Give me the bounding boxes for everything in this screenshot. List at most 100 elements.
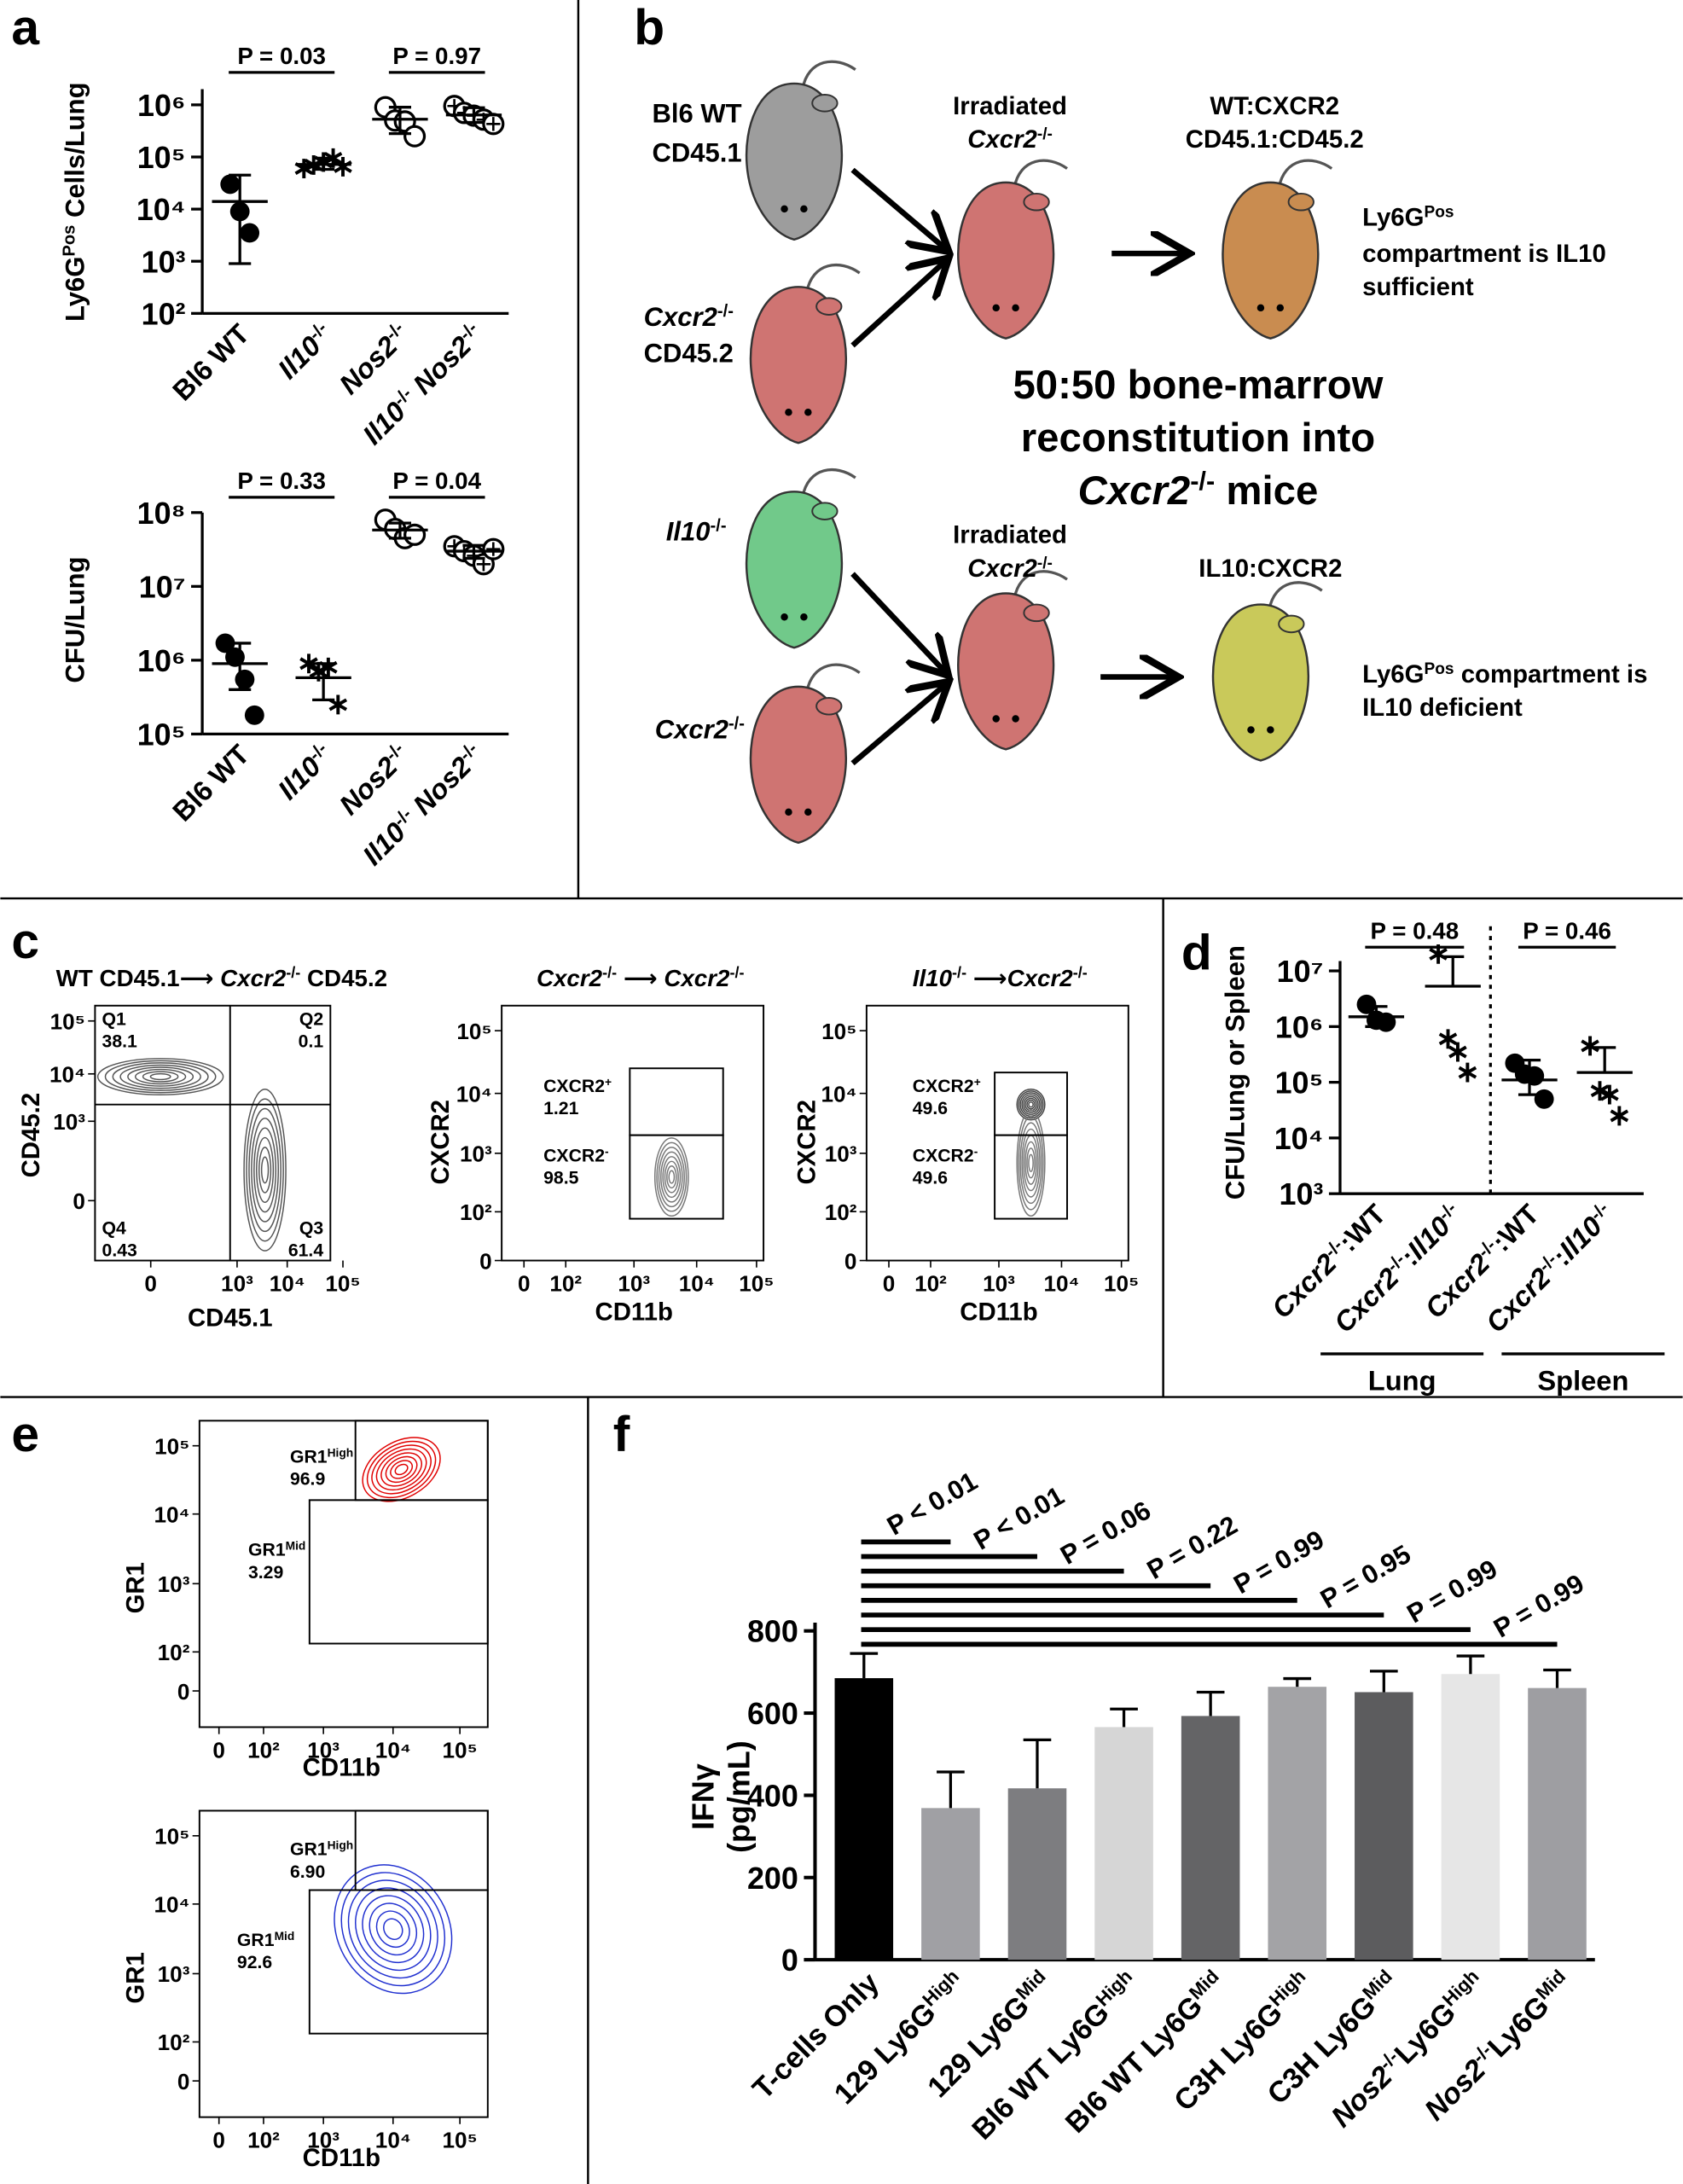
point <box>215 633 235 653</box>
diagram-text: Cxcr2-/- <box>644 302 734 332</box>
text-part: -/- <box>729 964 744 981</box>
mouse-body <box>749 685 848 845</box>
x-tick-label: 10² <box>914 1270 947 1296</box>
mouse-eye <box>1256 304 1265 312</box>
y-tick-label: 10³ <box>825 1141 857 1167</box>
comparison-label: P = 0.99 <box>1489 1568 1589 1643</box>
point <box>220 174 241 195</box>
panel-label: c <box>11 914 39 969</box>
group-label: Spleen <box>1537 1364 1628 1396</box>
x-tick-label: 10³ <box>221 1270 253 1296</box>
y-tick-label: 400 <box>747 1778 798 1813</box>
x-tick-label: 0 <box>883 1270 896 1296</box>
gate-value: 49.6 <box>913 1169 948 1188</box>
y-tick-label: 10⁴ <box>1274 1121 1324 1156</box>
y-axis-label: (pg/mL) <box>722 1740 757 1853</box>
gate-name: Q4 <box>102 1219 127 1239</box>
text-part: CXCR2 <box>543 1077 605 1096</box>
point <box>482 113 505 136</box>
y-tick-label: 200 <box>747 1861 798 1896</box>
bar <box>1007 1788 1067 1960</box>
bar <box>1094 1727 1153 1960</box>
x-tick-label: 10⁵ <box>739 1270 774 1296</box>
contour <box>248 1107 281 1233</box>
text-part: Pos <box>60 225 78 257</box>
panel-label: d <box>1181 925 1212 980</box>
text-part: GR1 <box>248 1541 286 1560</box>
point <box>1600 1084 1619 1105</box>
gate-name: GR1Mid <box>248 1539 305 1560</box>
mouse-body <box>749 286 848 444</box>
contour <box>1016 1109 1046 1217</box>
text-part: CD45.2 <box>300 965 387 991</box>
contour <box>1026 1147 1036 1179</box>
mouse-ear <box>1023 603 1050 623</box>
y-tick-label: 10⁵ <box>137 717 186 752</box>
text-part: CFU/Lung <box>60 556 90 682</box>
text-part: Mid <box>275 1929 295 1942</box>
contour <box>371 1444 432 1495</box>
contour <box>1016 1089 1046 1121</box>
mouse <box>957 159 1068 340</box>
plot-title: Cxcr2-/- ⟶ Cxcr2-/- <box>537 964 745 991</box>
gate <box>629 1134 724 1220</box>
gate-name: GR1Mid <box>237 1929 294 1950</box>
mouse-tail <box>805 264 861 293</box>
mouse-ear <box>815 297 843 316</box>
x-tick-label: Il10-/- <box>271 317 339 385</box>
y-tick-label: 10⁴ <box>154 1892 189 1918</box>
x-tick-label: 10⁵ <box>442 2128 477 2153</box>
text-part: Irradiated <box>953 92 1067 120</box>
contour <box>112 1062 209 1091</box>
x-tick-label: Il10-/- <box>271 738 339 805</box>
point <box>1458 1062 1477 1083</box>
text-part: Mid <box>286 1539 306 1552</box>
y-tick-label: 800 <box>747 1614 798 1649</box>
y-tick-label: 0 <box>781 1943 798 1978</box>
comparison-label: P = 0.48 <box>1371 917 1460 944</box>
y-tick-label: 10² <box>158 2030 190 2055</box>
x-tick-label: 10⁴ <box>679 1270 715 1296</box>
diagram-text: Irradiated <box>953 92 1067 120</box>
bar <box>1181 1716 1240 1960</box>
contour <box>246 1098 284 1242</box>
diagram-text: Cxcr2-/- <box>967 125 1053 154</box>
text-part: sufficient <box>1362 273 1474 301</box>
comparison-label: P = 0.97 <box>392 43 481 69</box>
y-axis-label: IFNγ <box>685 1763 720 1830</box>
plot-frame <box>94 1004 332 1262</box>
mouse-tail <box>801 60 856 90</box>
diagram-text: reconstitution into <box>1021 415 1375 461</box>
mouse-tail <box>805 663 861 693</box>
mouse-eye <box>992 304 1000 312</box>
contour <box>347 1879 438 1979</box>
panel-label: f <box>613 1407 630 1462</box>
bar <box>1441 1674 1500 1960</box>
x-tick-label: 10³ <box>307 1737 340 1763</box>
comparison-label: P = 0.95 <box>1315 1539 1416 1614</box>
text-part: GR1 <box>290 1840 328 1860</box>
text-part: CFU/Lung or Spleen <box>1220 945 1250 1199</box>
text-part: Cxcr2 <box>1078 468 1191 514</box>
diagram-text: WT:CXCR2 <box>1210 92 1339 120</box>
contour <box>362 1437 441 1502</box>
text-part: High <box>328 1446 354 1459</box>
mouse-eye <box>804 409 812 416</box>
point <box>1376 1012 1396 1032</box>
mouse-body <box>1222 181 1320 340</box>
text-part: + <box>974 1076 981 1089</box>
contour <box>664 1160 679 1194</box>
contour <box>1024 1141 1037 1185</box>
contour <box>142 1071 179 1083</box>
gate-name: Q2 <box>299 1010 323 1030</box>
y-axis-label: CFU/Lung <box>60 556 90 682</box>
y-tick-label: 10² <box>825 1199 857 1225</box>
point <box>1610 1106 1629 1126</box>
point <box>1438 1029 1458 1049</box>
mouse <box>957 570 1068 751</box>
text-part: Cxcr2 <box>537 965 603 991</box>
text-part: Irradiated <box>953 521 1067 549</box>
y-tick-label: 10⁵ <box>821 1019 856 1044</box>
y-tick-label: 10² <box>142 296 186 331</box>
